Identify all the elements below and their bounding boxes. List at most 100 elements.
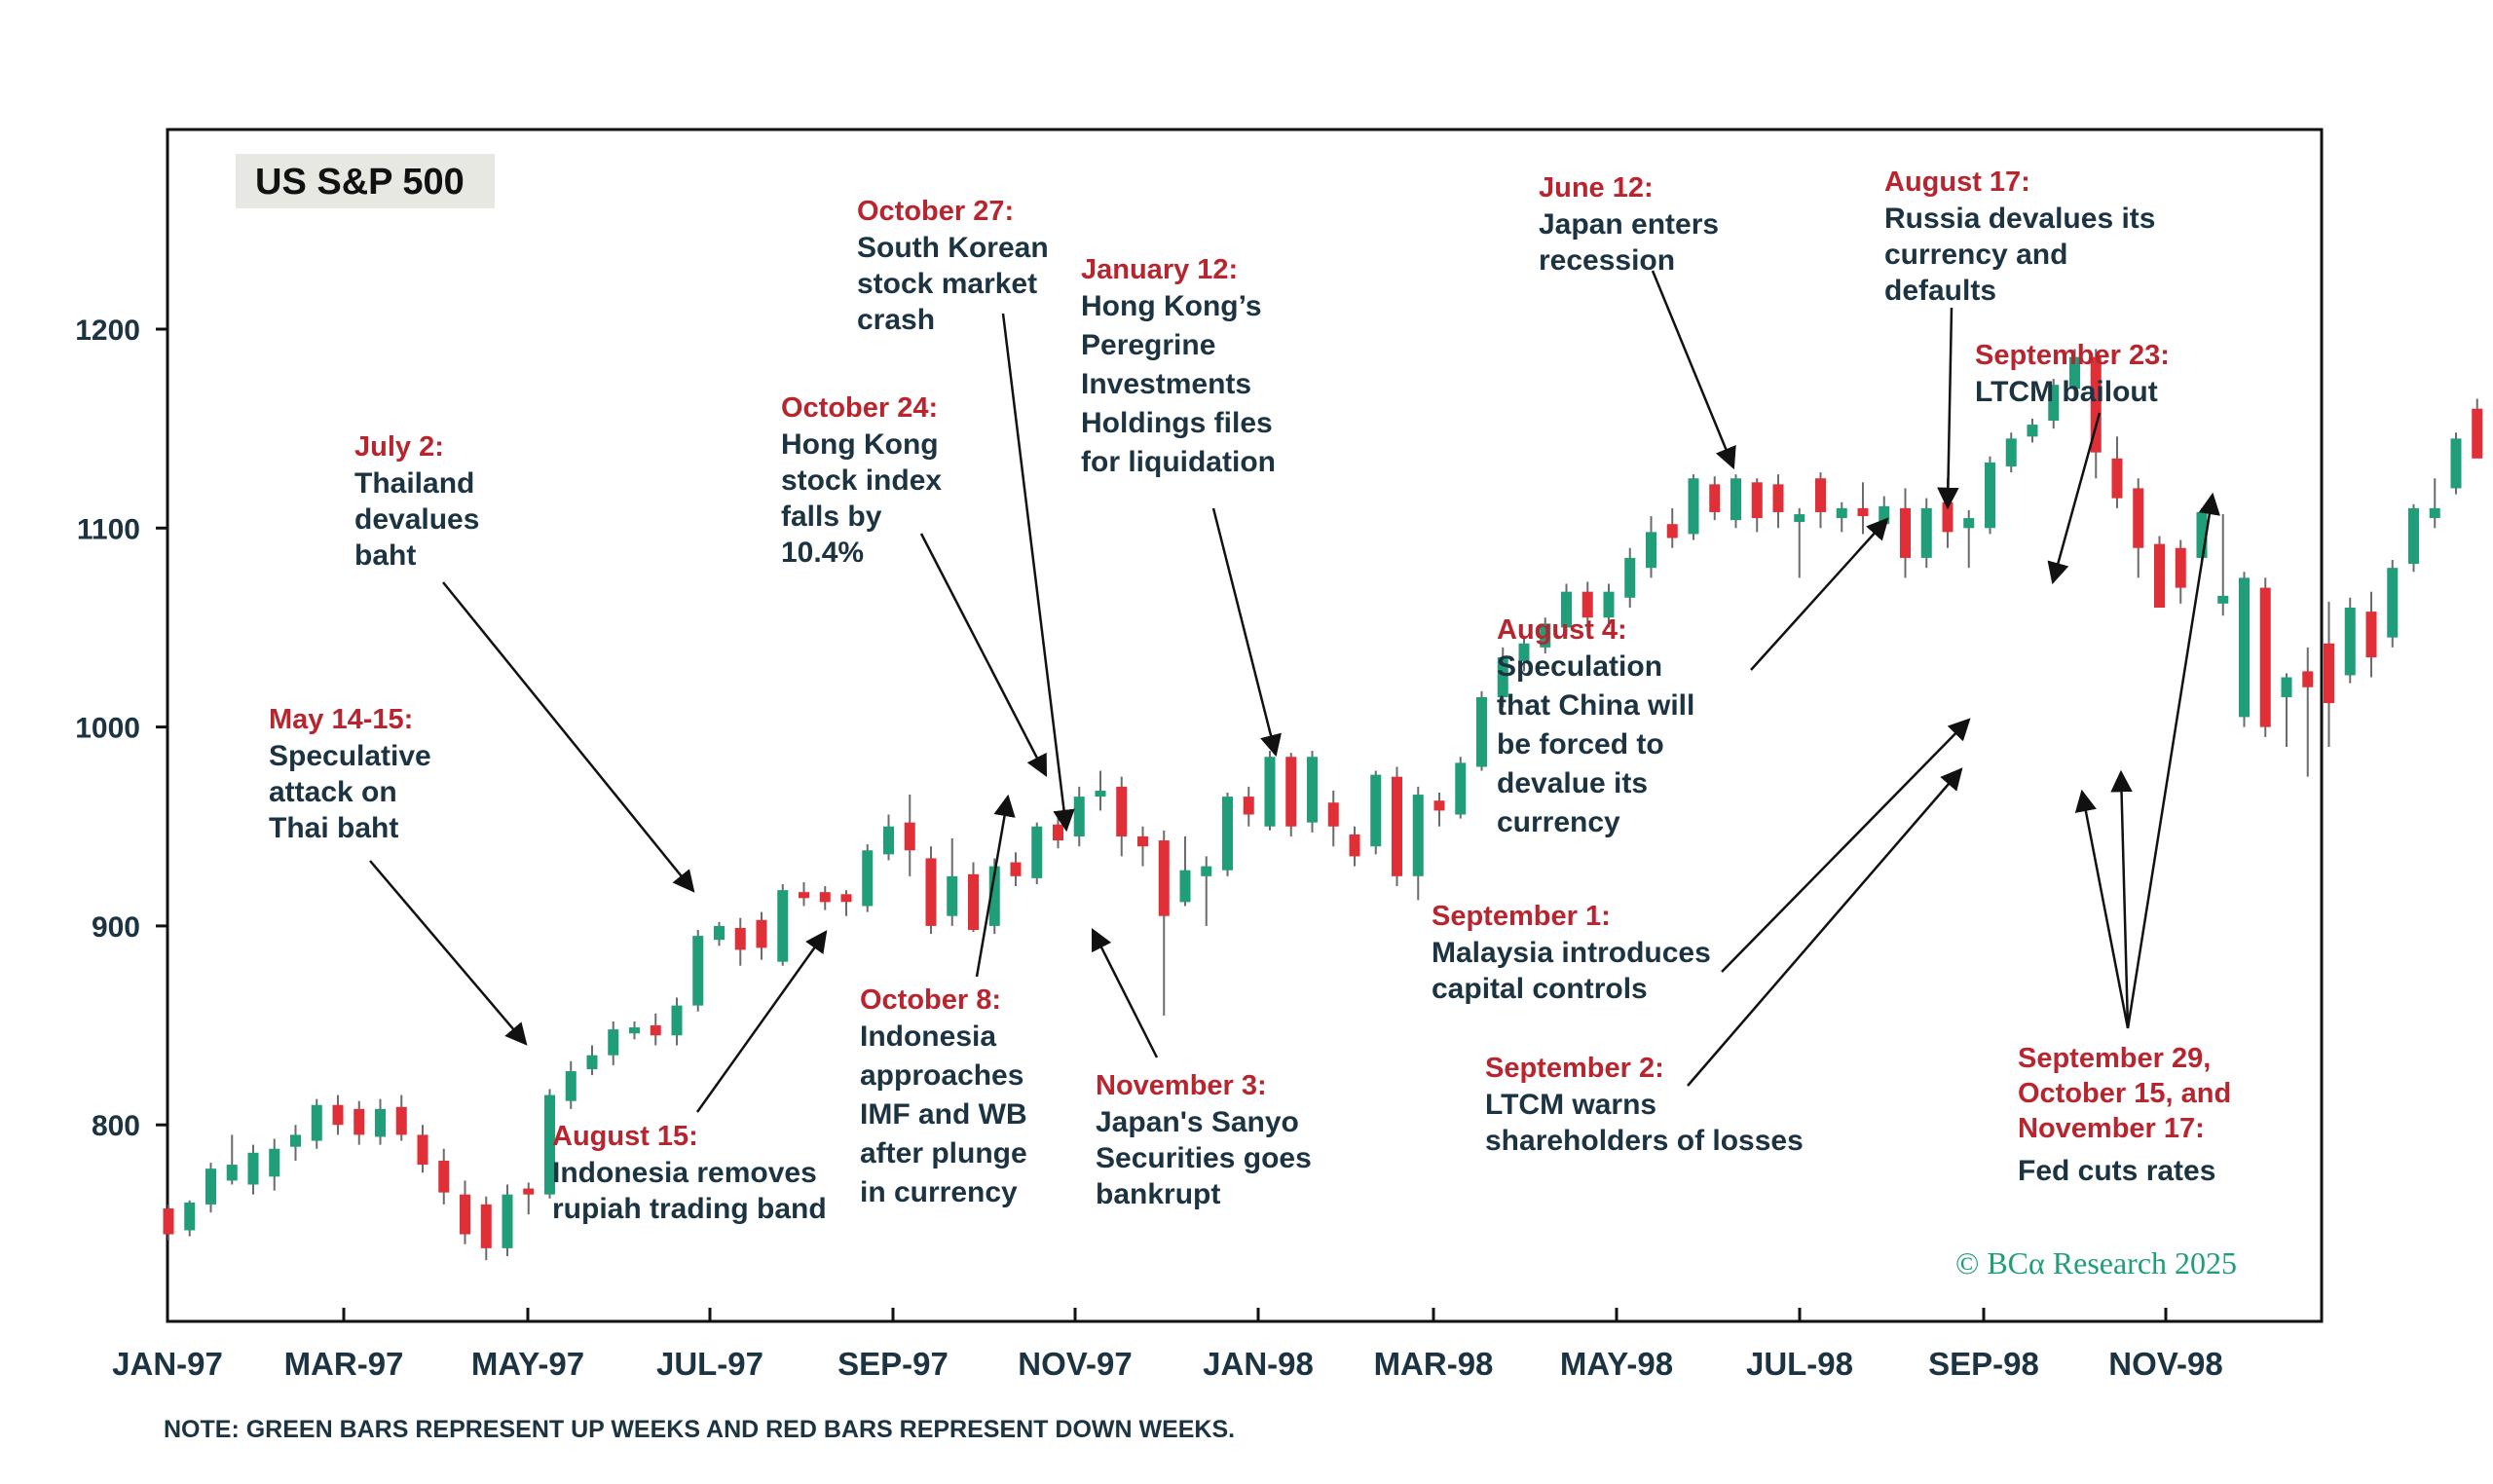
- candle-body: [1116, 786, 1128, 836]
- candle-body: [1624, 557, 1636, 598]
- x-tick-label: MAY-98: [1560, 1346, 1673, 1382]
- candle-body: [438, 1160, 450, 1193]
- down-week-candle: [1900, 488, 1911, 578]
- down-week-candle: [1285, 753, 1297, 836]
- annotation-text: Indonesia removes: [552, 1157, 817, 1189]
- candle-body: [205, 1169, 216, 1205]
- down-week-candle: [840, 890, 852, 916]
- up-week-candle: [2239, 572, 2250, 727]
- down-week-candle: [1581, 581, 1593, 632]
- up-week-candle: [2408, 503, 2419, 573]
- up-week-candle: [2196, 507, 2208, 563]
- candle-body: [523, 1188, 535, 1195]
- up-week-candle: [1307, 751, 1318, 833]
- candle-body: [2472, 408, 2483, 459]
- candle-body: [2090, 356, 2102, 453]
- annotation-date: July 2:: [354, 431, 444, 463]
- up-week-candle: [862, 844, 874, 912]
- candle-body: [2344, 608, 2356, 676]
- candle-body: [226, 1165, 238, 1181]
- candle-body: [650, 1025, 661, 1036]
- candle-body: [883, 826, 894, 855]
- annotation-text: in currency: [860, 1176, 1018, 1208]
- candle-body: [2281, 677, 2292, 697]
- candle-body: [1561, 591, 1572, 628]
- annotation-date: September 1:: [1432, 901, 1611, 932]
- x-tick-label: JUL-98: [1746, 1346, 1853, 1382]
- annotation-arrow: [1937, 307, 1959, 510]
- down-week-candle: [2324, 601, 2334, 748]
- annotation-text: Investments: [1081, 368, 1251, 400]
- annotation-text: LTCM bailout: [1975, 376, 2158, 408]
- annotation-arrow: [2126, 492, 2220, 1029]
- candle-body: [862, 850, 874, 907]
- up-week-candle: [1095, 770, 1106, 811]
- down-week-candle: [1392, 766, 1402, 887]
- annotation-text: that China will: [1497, 689, 1694, 722]
- down-week-candle: [353, 1100, 365, 1145]
- down-week-candle: [163, 1204, 174, 1241]
- candle-body: [2239, 577, 2250, 718]
- candle-body: [1137, 835, 1148, 847]
- annotation-date: November 17:: [2018, 1113, 2205, 1144]
- candle-body: [184, 1202, 196, 1231]
- annotation-date: November 3:: [1096, 1070, 1267, 1101]
- candle-body: [417, 1134, 428, 1166]
- annotation-arrow: [2047, 412, 2102, 585]
- x-tick-label: MAY-97: [471, 1346, 584, 1382]
- candle-body: [1073, 797, 1085, 836]
- up-week-candle: [184, 1200, 196, 1237]
- up-week-candle: [692, 929, 704, 1012]
- candle-body: [1179, 870, 1191, 903]
- annotation-text: crash: [857, 304, 935, 336]
- annotation-text: Thailand: [354, 467, 474, 500]
- down-week-candle: [1116, 776, 1128, 857]
- event-annotation: November 3: Japan's Sanyo Securities goes b…: [1096, 1070, 1312, 1210]
- up-week-candle: [226, 1134, 238, 1185]
- annotation-date: June 12:: [1539, 172, 1654, 204]
- candle-body: [565, 1071, 577, 1101]
- event-annotation: September 2: LTCM warns shareholders of lo…: [1485, 1053, 1804, 1157]
- credit-label: © BCα Research 2025: [1955, 1245, 2237, 1280]
- candle-body: [1730, 478, 1741, 521]
- candle-body: [1603, 591, 1615, 618]
- candle-body: [2302, 671, 2314, 687]
- annotation-text: approaches: [860, 1059, 1023, 1092]
- candle-body: [756, 919, 767, 948]
- up-week-candle: [671, 997, 683, 1046]
- annotation-arrow: [1721, 718, 1971, 973]
- annotation-text: Hong Kong’s: [1081, 290, 1262, 322]
- up-week-candle: [586, 1045, 598, 1076]
- candle-body: [1688, 478, 1699, 535]
- down-week-candle: [395, 1094, 407, 1141]
- y-tick-label: 900: [92, 911, 140, 944]
- annotation-text: Peregrine: [1081, 329, 1215, 361]
- candle-body: [799, 892, 809, 899]
- down-week-candle: [1158, 830, 1170, 1016]
- up-week-candle: [1540, 617, 1551, 654]
- up-week-candle: [502, 1184, 513, 1257]
- candle-body: [1307, 757, 1318, 823]
- candle-body: [1476, 696, 1487, 767]
- candle-body: [2259, 587, 2271, 727]
- footnote: NOTE: GREEN BARS REPRESENT UP WEEKS AND …: [164, 1416, 1235, 1443]
- candle-body: [2133, 488, 2144, 548]
- annotation-text: defaults: [1884, 275, 1996, 307]
- down-week-candle: [756, 911, 767, 960]
- candle-body: [608, 1029, 619, 1056]
- annotation-arrow: [1211, 507, 1282, 758]
- down-week-candle: [2472, 398, 2483, 459]
- down-week-candle: [438, 1148, 450, 1205]
- annotation-text: IMF and WB: [860, 1098, 1027, 1131]
- annotation-arrow: [442, 581, 695, 893]
- annotation-text: after plunge: [860, 1137, 1027, 1169]
- candle-body: [1010, 862, 1022, 876]
- annotation-text: recession: [1539, 244, 1675, 277]
- down-week-candle: [1751, 478, 1763, 533]
- up-week-candle: [247, 1144, 259, 1195]
- candle-body: [1794, 514, 1805, 523]
- up-week-candle: [2048, 379, 2060, 429]
- x-tick-label: JAN-98: [1203, 1346, 1314, 1382]
- candle-body: [1540, 623, 1551, 648]
